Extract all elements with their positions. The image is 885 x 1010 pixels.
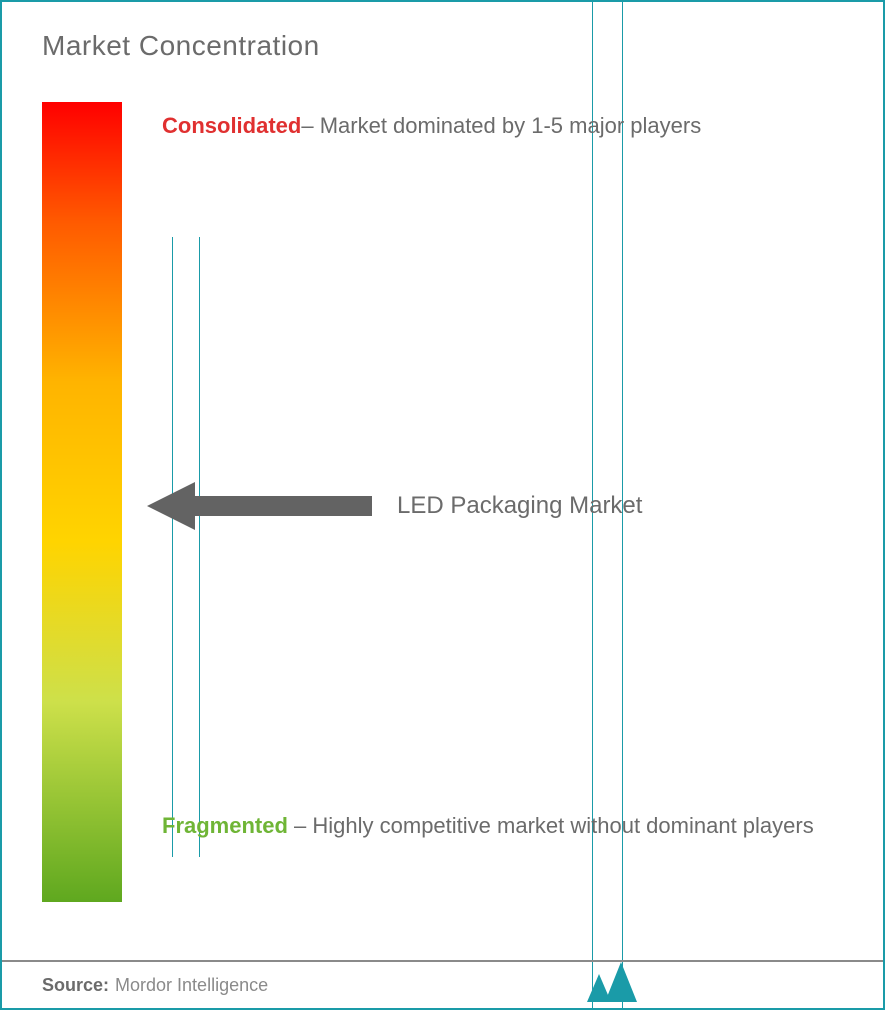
inner-accent-vline-1 xyxy=(172,237,173,857)
fragmented-block: Fragmented – Highly competitive market w… xyxy=(162,802,843,850)
consolidated-label: Consolidated xyxy=(162,113,301,138)
consolidated-block: Consolidated– Market dominated by 1-5 ma… xyxy=(162,102,843,150)
concentration-gradient-bar xyxy=(42,102,122,902)
logo-icon xyxy=(587,962,643,1002)
header: Market Concentration xyxy=(2,2,883,82)
content-area: Consolidated– Market dominated by 1-5 ma… xyxy=(2,82,883,922)
consolidated-text: – Market dominated by 1-5 major players xyxy=(301,113,701,138)
market-pointer: LED Packaging Market xyxy=(147,482,642,530)
fragmented-label: Fragmented xyxy=(162,813,288,838)
main-container: Market Concentration Consolidated– Marke… xyxy=(0,0,885,1010)
fragmented-text: – Highly competitive market without domi… xyxy=(288,813,814,838)
source-label: Source: xyxy=(42,975,109,996)
footer: Source: Mordor Intelligence xyxy=(2,960,883,1008)
arrow-left-icon xyxy=(147,482,372,530)
market-name-label: LED Packaging Market xyxy=(397,492,642,520)
source-text: Mordor Intelligence xyxy=(115,975,268,996)
page-title: Market Concentration xyxy=(42,30,843,62)
inner-accent-vline-2 xyxy=(199,237,200,857)
